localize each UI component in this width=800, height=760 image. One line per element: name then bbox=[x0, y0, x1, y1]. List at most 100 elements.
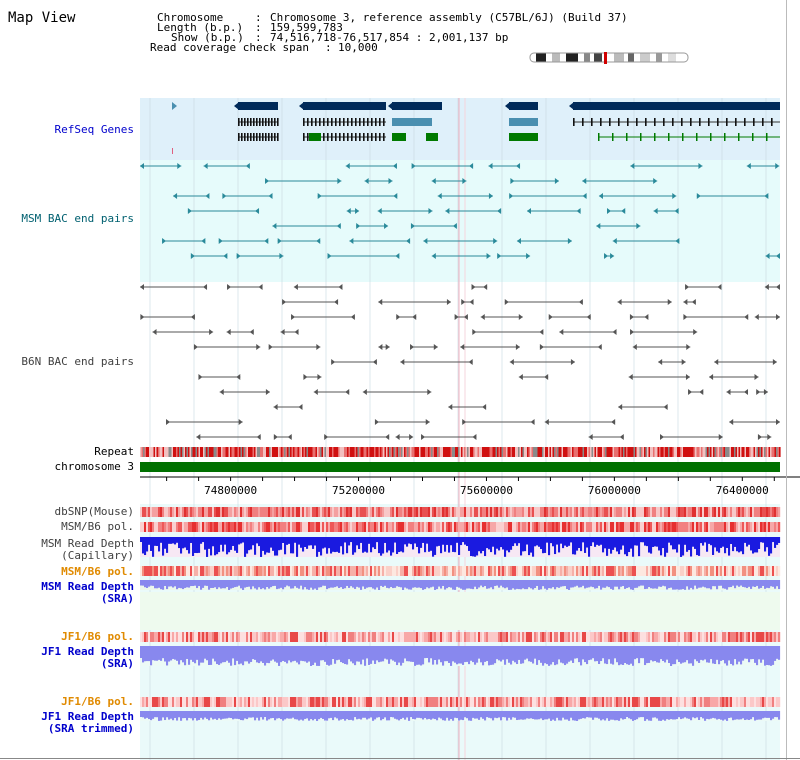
dbsnp-cell bbox=[358, 507, 361, 517]
jf1-pol-trim-cell bbox=[372, 697, 375, 707]
jf1-depth-trimmed-bar bbox=[264, 711, 267, 718]
msm-pol-cell bbox=[192, 522, 195, 532]
track-label-refseq[interactable]: RefSeq Genes bbox=[54, 123, 134, 136]
msm-depth-sra-bar bbox=[280, 580, 283, 588]
track-label-msm-bac[interactable]: MSM BAC end pairs bbox=[21, 212, 134, 225]
repeat-cell bbox=[380, 447, 382, 457]
msm-depth-capillary-bar bbox=[150, 537, 153, 551]
msm-pol-sra-cell bbox=[394, 566, 397, 576]
track-label-msm-b6-pol[interactable]: MSM/B6 pol. bbox=[61, 520, 134, 533]
jf1-depth-sra-bar bbox=[430, 646, 433, 659]
track-label-msm-b6-pol-sra[interactable]: MSM/B6 pol. bbox=[61, 565, 134, 578]
msm-depth-sra-bar bbox=[598, 580, 601, 586]
msm-pol-cell bbox=[282, 522, 285, 532]
msm-pol-sra-cell bbox=[428, 566, 431, 576]
jf1-depth-trimmed-bar bbox=[644, 711, 647, 721]
jf1-pol-trim-cell bbox=[432, 697, 435, 707]
msm-pol-cell bbox=[732, 522, 735, 532]
jf1-pol-cell bbox=[662, 632, 665, 642]
msm-depth-sra-bar bbox=[416, 580, 419, 588]
msm-depth-sra-bar bbox=[544, 580, 547, 589]
repeat-cell bbox=[671, 447, 673, 457]
msm-bac-pair-end bbox=[582, 178, 587, 184]
msm-pol-cell bbox=[684, 522, 687, 532]
jf1-depth-sra-bar bbox=[492, 646, 495, 665]
jf1-depth-trimmed-bar bbox=[298, 711, 301, 721]
jf1-depth-sra-bar bbox=[428, 646, 431, 663]
msm-depth-capillary-bar bbox=[508, 537, 511, 553]
msm-pol-sra-cell bbox=[298, 566, 301, 576]
repeat-cell bbox=[189, 447, 192, 457]
msm-depth-capillary-bar bbox=[232, 537, 235, 546]
jf1-depth-sra-bar bbox=[192, 646, 195, 662]
jf1-depth-sra-bar bbox=[464, 646, 467, 663]
msm-depth-sra-bar bbox=[730, 580, 733, 588]
chromosome-ideogram[interactable] bbox=[528, 52, 690, 64]
jf1-pol-trim-cell bbox=[214, 697, 217, 707]
msm-depth-sra-bar bbox=[724, 580, 727, 589]
gene-exon bbox=[277, 118, 279, 126]
track-label-jf1-b6-pol-trimmed[interactable]: JF1/B6 pol. bbox=[61, 695, 134, 708]
track-label-jf1-depth-trimmed[interactable]: JF1 Read Depth bbox=[41, 710, 134, 723]
msm-pol-cell bbox=[696, 522, 699, 532]
repeat-cell bbox=[483, 447, 486, 457]
dbsnp-cell bbox=[324, 507, 327, 517]
track-label-b6n-bac[interactable]: B6N BAC end pairs bbox=[21, 355, 134, 368]
dbsnp-cell bbox=[678, 507, 681, 517]
repeat-cell bbox=[665, 447, 667, 457]
jf1-pol-trim-cell bbox=[146, 697, 149, 707]
msm-depth-sra-bar bbox=[404, 580, 407, 588]
track-label-msm-depth-sra[interactable]: MSM Read Depth bbox=[41, 580, 134, 593]
jf1-pol-trim-cell bbox=[380, 697, 383, 707]
track-label-repeat[interactable]: Repeat bbox=[94, 445, 134, 458]
msm-depth-sra-bar bbox=[766, 580, 769, 588]
msm-depth-sra-bar bbox=[290, 580, 293, 589]
msm-depth-capillary-bar bbox=[438, 537, 441, 546]
chromosome-bar bbox=[140, 462, 780, 472]
msm-depth-sra-fill bbox=[140, 592, 780, 630]
msm-bac-pair-end bbox=[411, 163, 416, 169]
dbsnp-cell bbox=[418, 507, 421, 517]
jf1-pol-cell bbox=[652, 632, 655, 642]
gene-exon bbox=[609, 118, 611, 126]
msm-depth-sra-bar bbox=[478, 580, 481, 588]
jf1-depth-sra-bar bbox=[248, 646, 251, 664]
gene-exon bbox=[307, 133, 309, 141]
msm-pol-sra-cell bbox=[592, 566, 595, 576]
jf1-depth-sra-bar bbox=[280, 646, 283, 663]
msm-pol-sra-cell bbox=[168, 566, 171, 576]
jf1-depth-sra-bar bbox=[500, 646, 503, 662]
jf1-depth-trimmed-bar bbox=[582, 711, 585, 719]
repeat-cell bbox=[156, 447, 159, 457]
jf1-pol-cell bbox=[568, 632, 571, 642]
jf1-pol-cell bbox=[144, 632, 147, 642]
msm-depth-sra-bar bbox=[586, 580, 589, 588]
track-label-dbsnp[interactable]: dbSNP(Mouse) bbox=[54, 505, 134, 518]
jf1-depth-sra-bar bbox=[306, 646, 309, 663]
jf1-pol-trim-cell bbox=[188, 697, 191, 707]
track-label-jf1-b6-pol[interactable]: JF1/B6 pol. bbox=[61, 630, 134, 643]
track-label-msm-depth-capillary-sub: (Capillary) bbox=[61, 549, 134, 562]
msm-depth-sra-bar bbox=[566, 580, 569, 590]
repeat-cell bbox=[257, 447, 259, 457]
msm-depth-sra-bar bbox=[284, 580, 287, 588]
msm-depth-sra-bar bbox=[330, 580, 333, 588]
msm-depth-capillary-bar bbox=[708, 537, 711, 544]
track-label-chromosome[interactable]: chromosome 3 bbox=[54, 460, 134, 473]
gene-exon bbox=[331, 133, 333, 141]
track-label-msm-depth-capillary[interactable]: MSM Read Depth bbox=[41, 537, 134, 550]
msm-pol-sra-cell bbox=[430, 566, 433, 576]
msm-depth-capillary-bar bbox=[210, 537, 213, 556]
repeat-cell bbox=[227, 447, 229, 457]
dbsnp-cell bbox=[584, 507, 587, 517]
jf1-pol-cell bbox=[558, 632, 561, 642]
repeat-cell bbox=[362, 447, 364, 457]
msm-pol-cell bbox=[770, 522, 773, 532]
repeat-cell bbox=[315, 447, 318, 457]
msm-pol-sra-cell bbox=[538, 566, 541, 576]
jf1-pol-cell bbox=[466, 632, 469, 642]
repeat-cell bbox=[452, 447, 454, 457]
right-scroll-edge[interactable] bbox=[786, 0, 787, 760]
track-label-jf1-depth-sra[interactable]: JF1 Read Depth bbox=[41, 645, 134, 658]
